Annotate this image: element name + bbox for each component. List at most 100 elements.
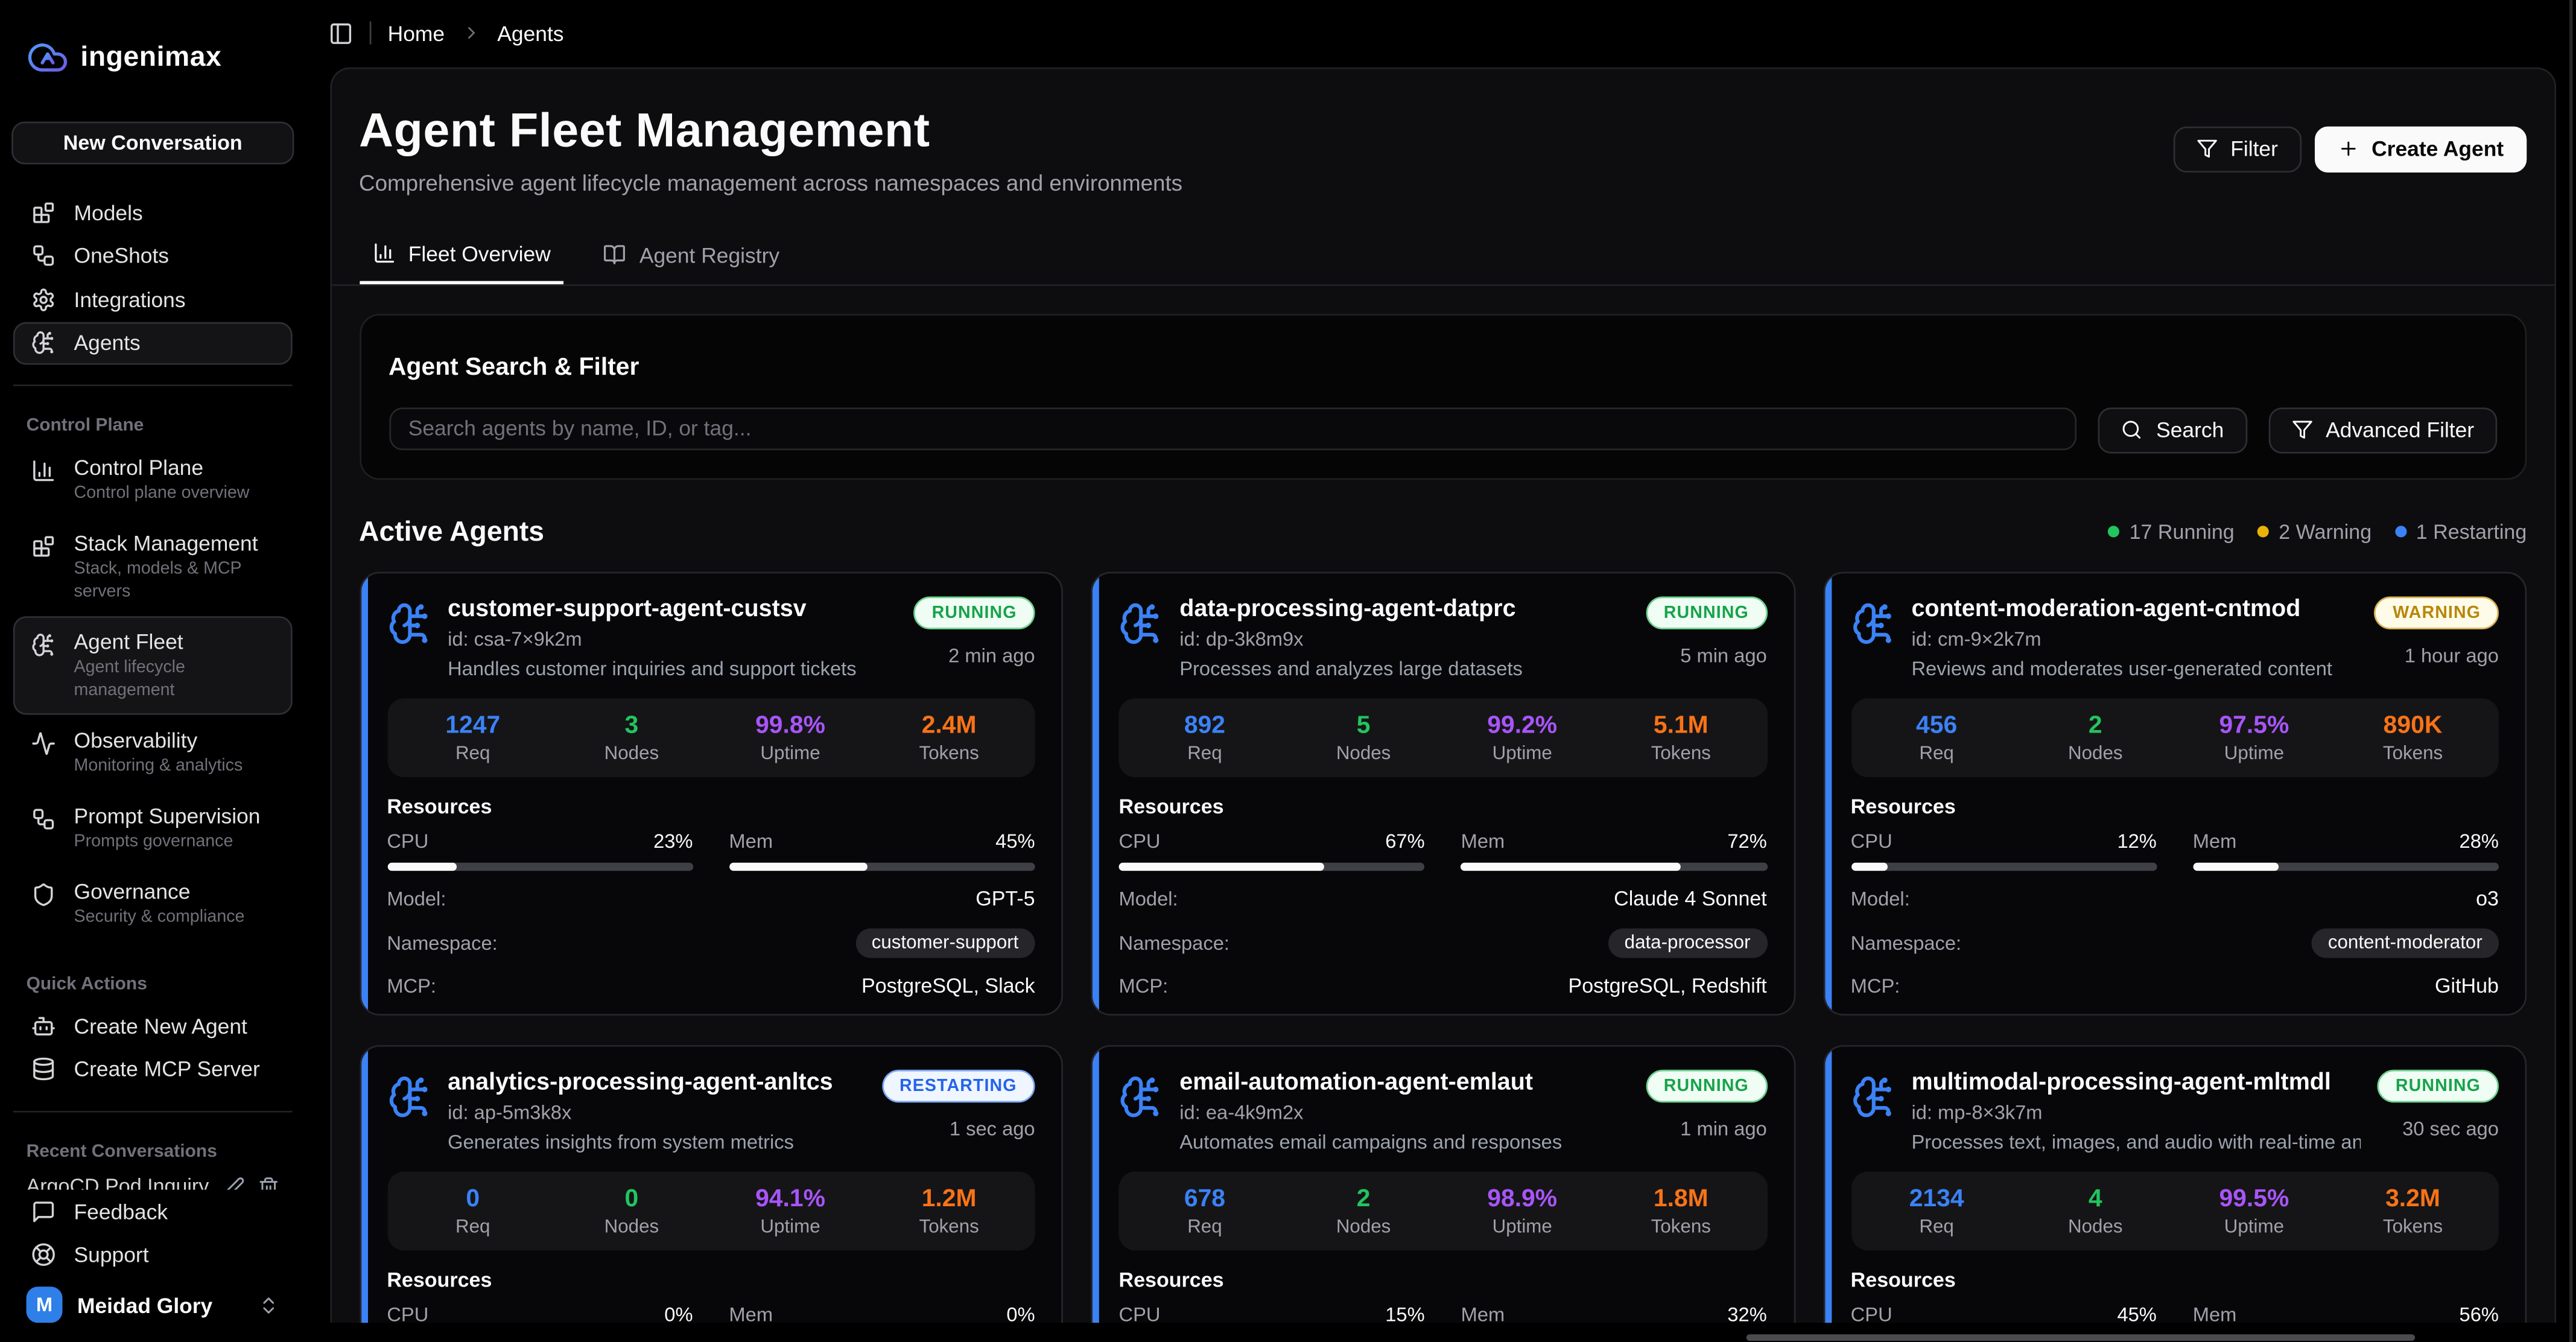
breadcrumb-home[interactable]: Home — [387, 21, 445, 45]
advanced-filter-button[interactable]: Advanced Filter — [2268, 406, 2498, 453]
stat-nodes-value: 3 — [624, 710, 639, 739]
stat-req-label: Req — [1919, 743, 1954, 763]
sidebar-item-prompt-supervision[interactable]: Prompt Supervision Prompts governance — [13, 790, 293, 866]
model-value: GPT-5 — [976, 887, 1035, 911]
quick-action-create-mcp-server[interactable]: Create MCP Server — [13, 1048, 293, 1091]
status-badge: RUNNING — [1645, 1069, 1767, 1102]
cpu-bar — [1118, 862, 1425, 870]
stat-nodes-value: 5 — [1356, 710, 1371, 739]
cpu-value: 45% — [2117, 1302, 2157, 1326]
sidebar-toggle-icon[interactable] — [329, 21, 354, 45]
agent-card[interactable]: customer-support-agent-custsv id: csa-7×… — [359, 571, 1063, 1015]
create-agent-button[interactable]: Create Agent — [2314, 126, 2527, 172]
brand-logo-icon — [27, 36, 69, 79]
legend-label: 2 Warning — [2279, 520, 2372, 544]
stat-nodes-value: 0 — [624, 1184, 639, 1212]
stat-tokens-label: Tokens — [919, 1216, 979, 1237]
status-dot — [2257, 526, 2269, 538]
stat-uptime-value: 99.5% — [2219, 1184, 2289, 1212]
item-title: Create New Agent — [74, 1013, 247, 1038]
mcp-label: MCP: — [1850, 974, 1900, 997]
mem-bar-fill — [729, 862, 867, 870]
agent-brain-icon — [1851, 1074, 1896, 1119]
plus-icon — [2337, 138, 2358, 159]
sidebar-item-models[interactable]: Models — [13, 191, 293, 234]
quick-action-create-new-agent[interactable]: Create New Agent — [13, 1004, 293, 1048]
stat-tokens-value: 1.2M — [921, 1184, 977, 1212]
tab-agent-registry[interactable]: Agent Registry — [590, 231, 793, 284]
agent-id: id: mp-8×3k7m — [1911, 1100, 2043, 1124]
shield-icon — [31, 882, 56, 907]
sidebar-item-integrations[interactable]: Integrations — [13, 278, 293, 321]
stats-box: 678 Req 2 Nodes 98.9% Uptime 1.8M Tokens — [1118, 1171, 1767, 1250]
resources-label: Resources — [1850, 794, 1956, 818]
model-label: Model: — [1118, 887, 1178, 911]
agent-name: data-processing-agent-datprc — [1179, 596, 1516, 622]
horizontal-scrollbar[interactable] — [1746, 1333, 2416, 1340]
sidebar-item-governance[interactable]: Governance Security & compliance — [13, 866, 293, 941]
sidebar-item-agents[interactable]: Agents — [13, 321, 293, 365]
stat-req-value: 456 — [1916, 710, 1958, 739]
mem-value: 0% — [1006, 1302, 1035, 1326]
agent-description: Reviews and moderates user-generated con… — [1911, 656, 2333, 680]
sidebar-item-label: OneShots — [74, 243, 170, 269]
stat-nodes-label: Nodes — [1336, 743, 1391, 763]
item-subtitle: Stack, models & MCP servers — [74, 558, 242, 602]
agent-description: Automates email campaigns and responses — [1179, 1130, 1562, 1153]
agent-id: id: csa-7×9k2m — [448, 626, 582, 650]
stat-nodes-label: Nodes — [2067, 743, 2123, 763]
status-badge: WARNING — [2375, 596, 2499, 629]
sidebar-item-oneshots[interactable]: OneShots — [13, 234, 293, 278]
cpu-label: CPU — [1850, 1302, 1892, 1326]
sidebar-item-support[interactable]: Support — [13, 1233, 293, 1277]
agent-brain-icon — [1851, 600, 1896, 645]
search-input[interactable] — [389, 406, 2078, 450]
agent-description: Processes text, images, and audio with r… — [1911, 1130, 2361, 1153]
stat-uptime-label: Uptime — [1492, 743, 1552, 763]
stat-req-label: Req — [1187, 1216, 1222, 1237]
agent-id: id: ea-4k9m2x — [1179, 1100, 1304, 1124]
agent-id: id: ap-5m3k8x — [448, 1100, 572, 1124]
vertical-scrollbar[interactable] — [2569, 0, 2573, 1342]
agent-card[interactable]: data-processing-agent-datprc id: dp-3k8m… — [1091, 571, 1795, 1015]
mem-value: 28% — [2459, 828, 2499, 852]
stat-uptime-value: 98.9% — [1487, 1184, 1558, 1212]
section-label-control-plane: Control Plane — [26, 415, 144, 436]
section-label-quick-actions: Quick Actions — [26, 974, 147, 994]
agent-name: analytics-processing-agent-anltcs — [448, 1069, 833, 1096]
agent-card[interactable]: content-moderation-agent-cntmod id: cm-9… — [1823, 571, 2527, 1015]
cpu-label: CPU — [1850, 828, 1892, 852]
filter-button[interactable]: Filter — [2172, 126, 2302, 172]
divider — [369, 21, 372, 45]
sidebar-item-control-plane[interactable]: Control Plane Control plane overview — [13, 442, 293, 518]
sidebar-item-feedback[interactable]: Feedback — [13, 1190, 293, 1233]
agent-brain-icon — [1118, 1074, 1163, 1119]
stats-box: 456 Req 2 Nodes 97.5% Uptime 890K Tokens — [1850, 697, 2499, 777]
sidebar-item-stack-management[interactable]: Stack Management Stack, models & MCP ser… — [13, 518, 293, 616]
mem-value: 72% — [1727, 828, 1767, 852]
agent-card[interactable]: multimodal-processing-agent-mltmdl id: m… — [1823, 1044, 2527, 1342]
mem-label: Mem — [2192, 1302, 2237, 1326]
status-badge: RESTARTING — [881, 1069, 1035, 1102]
stat-nodes-value: 2 — [2088, 710, 2102, 739]
model-value: Claude 4 Sonnet — [1614, 887, 1767, 911]
new-conversation-button[interactable]: New Conversation — [11, 121, 294, 165]
sidebar-item-observability[interactable]: Observability Monitoring & analytics — [13, 715, 293, 790]
mcp-value: PostgreSQL, Redshift — [1568, 974, 1767, 997]
tab-bar: Fleet Overview Agent Registry — [359, 231, 2527, 284]
status-badge: RUNNING — [2377, 1069, 2499, 1102]
brain-circuit-icon — [31, 632, 56, 657]
mcp-label: MCP: — [1118, 974, 1169, 997]
search-button[interactable]: Search — [2098, 406, 2247, 453]
tab-fleet-overview[interactable]: Fleet Overview — [359, 231, 564, 284]
sidebar-item-agent-fleet[interactable]: Agent Fleet Agent lifecycle management — [13, 616, 293, 715]
user-menu[interactable]: M Meidad Glory — [13, 1277, 293, 1333]
brand: ingenimax — [0, 0, 306, 79]
stat-tokens-value: 5.1M — [1653, 710, 1708, 739]
sidebar-item-label: Models — [74, 200, 143, 225]
bottom-edge — [0, 1321, 2576, 1342]
stat-nodes-value: 4 — [2088, 1184, 2102, 1212]
agent-card[interactable]: analytics-processing-agent-anltcs id: ap… — [359, 1044, 1063, 1342]
agent-card[interactable]: email-automation-agent-emlaut id: ea-4k9… — [1091, 1044, 1795, 1342]
